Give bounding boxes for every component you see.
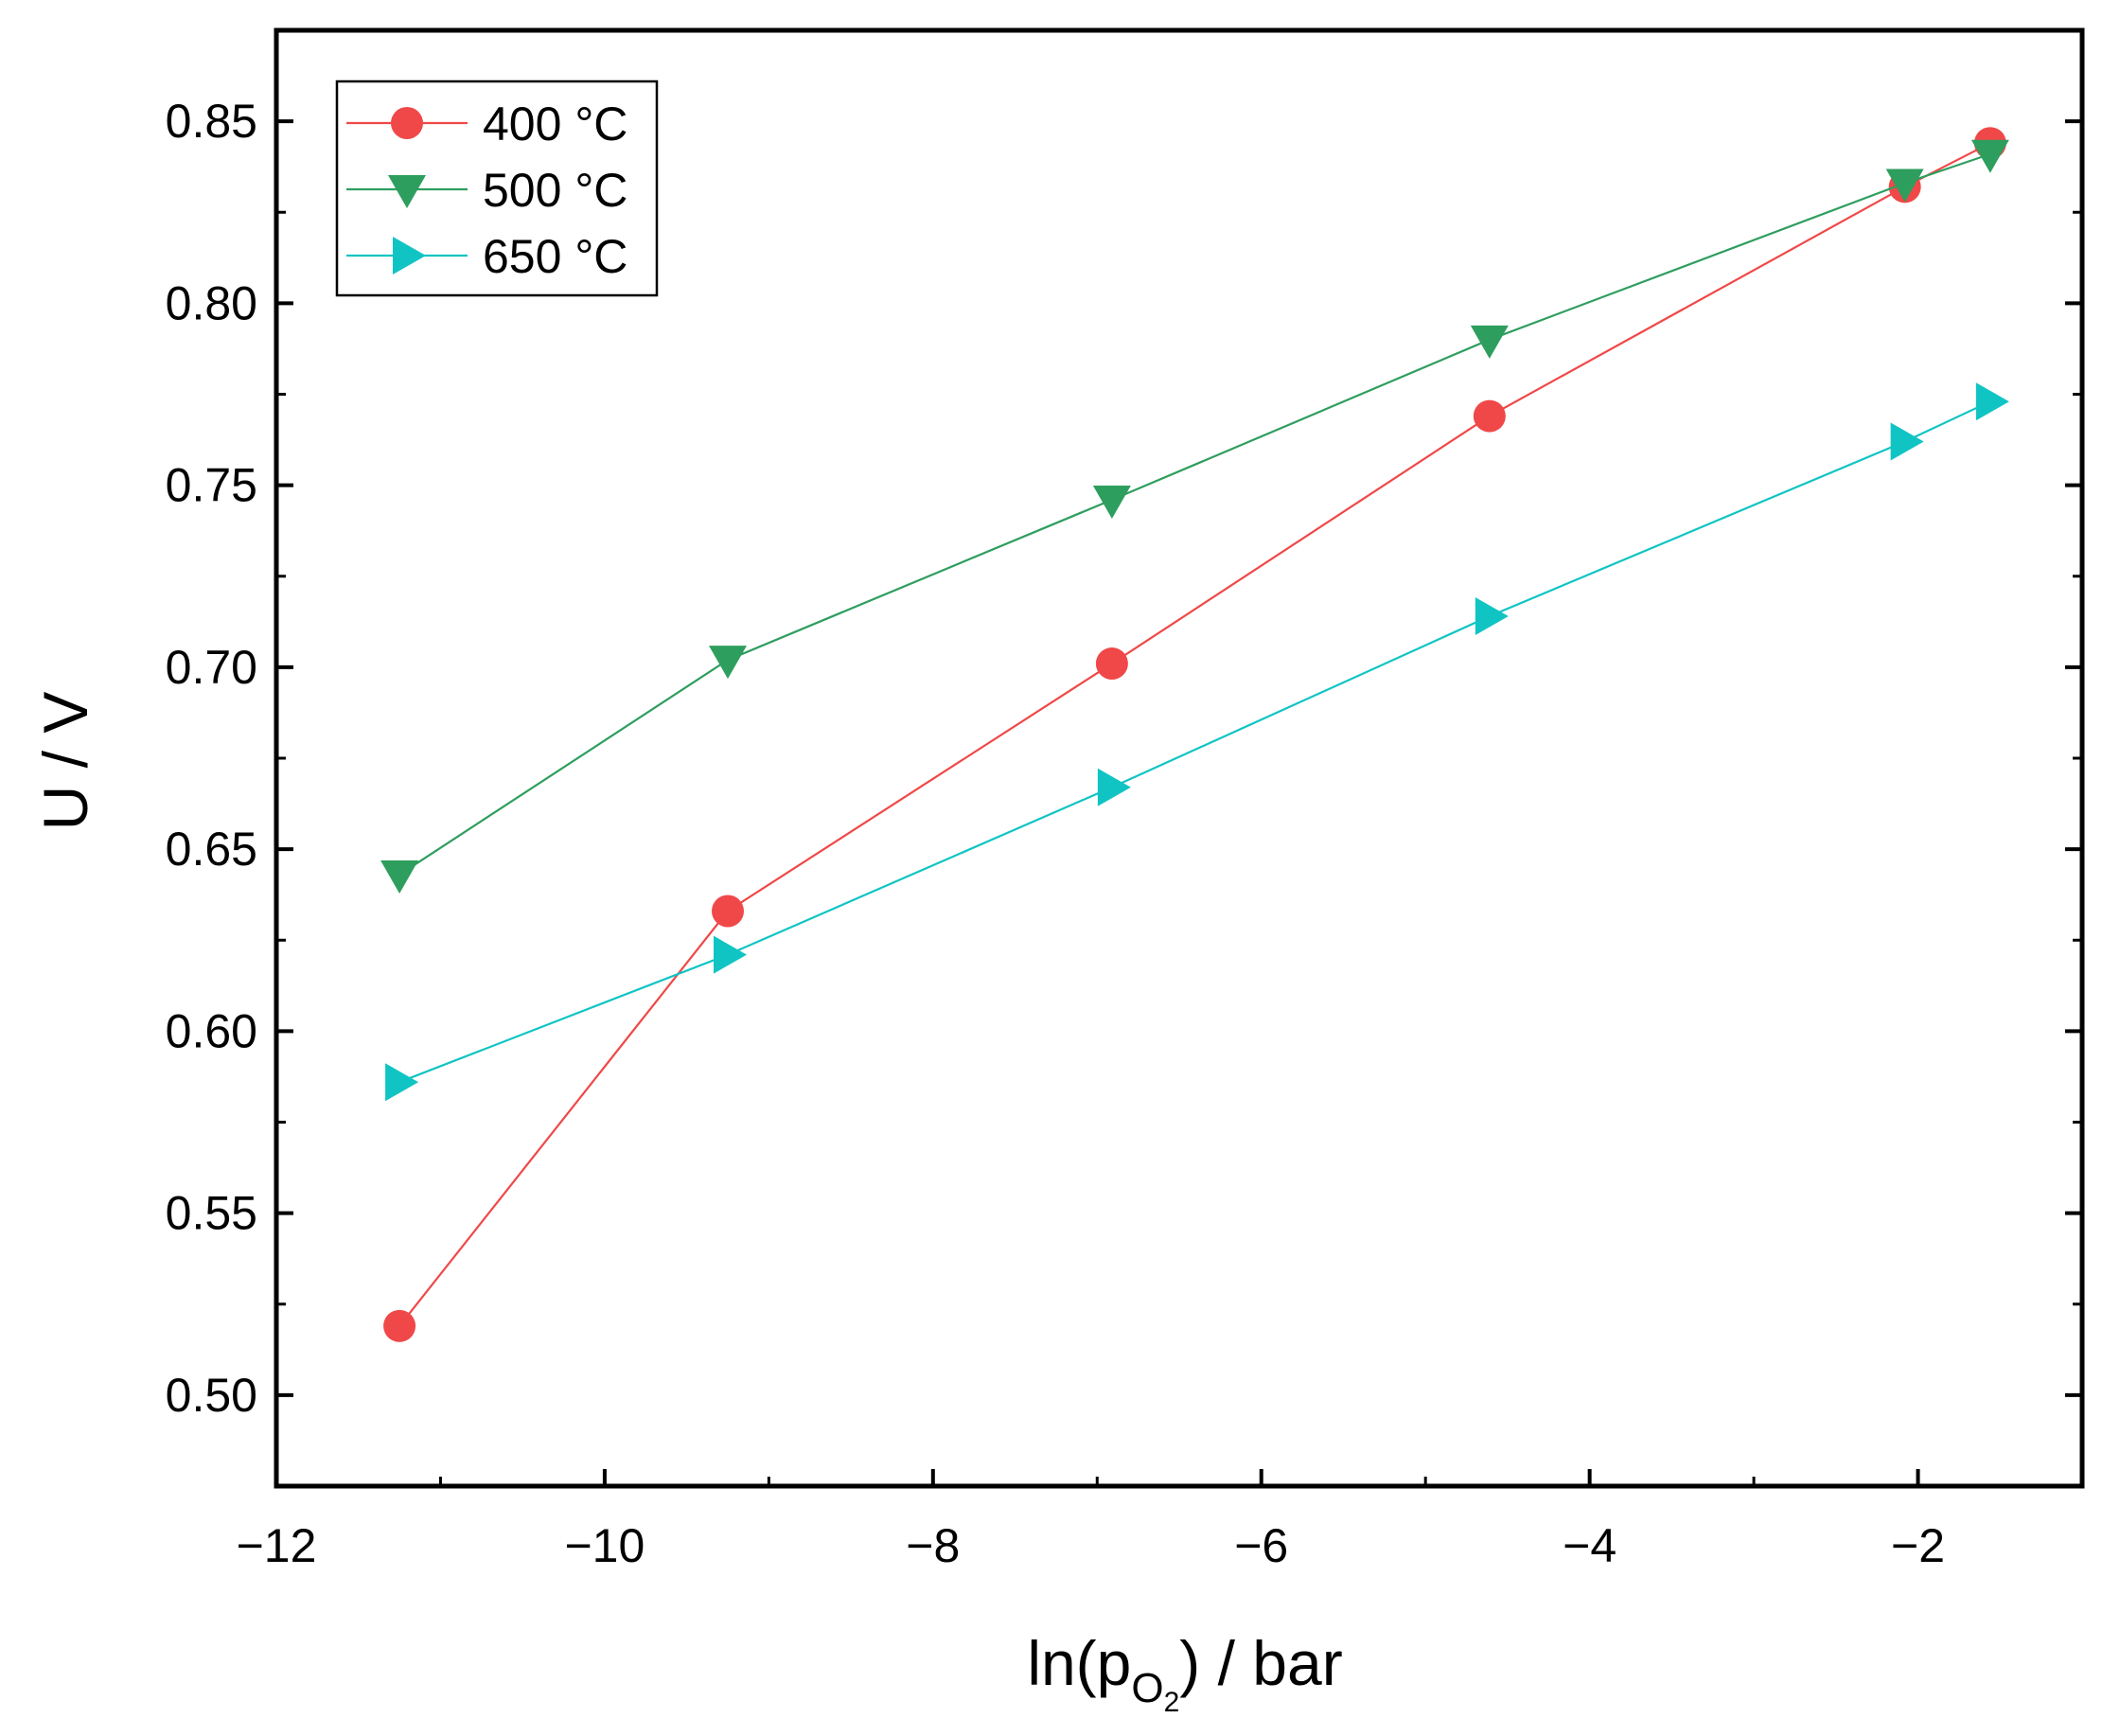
- series-layer: [380, 127, 2009, 1342]
- x-axis-title: ln(pO2) / bar: [1027, 1628, 1342, 1718]
- y-tick-label: 0.75: [166, 459, 257, 512]
- x-axis-title-sub: O: [1131, 1665, 1163, 1711]
- x-axis: −12 −10 −8 −6 −4 −2: [237, 1469, 1945, 1572]
- legend-marker: [393, 237, 426, 275]
- y-axis: 0.50 0.55 0.60 0.65 0.70 0.75 0.80 0.85: [166, 95, 2082, 1422]
- data-point: [1097, 768, 1131, 806]
- legend-entry: 400 °C: [346, 97, 627, 151]
- data-point: [383, 1309, 416, 1342]
- x-tick-label: −2: [1891, 1519, 1945, 1572]
- data-point: [1885, 168, 1924, 203]
- x-tick-label: −8: [906, 1519, 960, 1572]
- data-point: [712, 895, 744, 928]
- x-tick-label: −10: [564, 1519, 645, 1572]
- y-tick-label: 0.55: [166, 1187, 257, 1240]
- x-tick-label: −6: [1234, 1519, 1288, 1572]
- data-point: [380, 860, 419, 895]
- series-line: [398, 400, 1991, 1084]
- legend-entry: 650 °C: [346, 230, 627, 283]
- y-tick-label: 0.80: [166, 276, 257, 329]
- y-tick-label: 0.60: [166, 1004, 257, 1057]
- legend: 400 °C 500 °C 650 °C: [335, 80, 659, 297]
- data-point: [1890, 422, 1924, 461]
- series-line: [398, 152, 1991, 876]
- series-line: [398, 142, 1991, 1327]
- y-tick-label: 0.50: [166, 1369, 257, 1422]
- data-point: [1473, 399, 1506, 433]
- series-2: [380, 139, 2009, 895]
- data-point: [1975, 382, 2009, 421]
- legend-marker: [388, 175, 426, 208]
- data-point: [1095, 647, 1128, 681]
- data-point: [1970, 139, 2009, 173]
- x-axis-title-base: ln(p: [1027, 1628, 1131, 1698]
- data-point: [714, 935, 747, 974]
- x-tick-label: −12: [237, 1519, 317, 1572]
- legend-label: 500 °C: [483, 164, 627, 217]
- y-tick-label: 0.65: [166, 823, 257, 876]
- legend-entry: 500 °C: [346, 164, 627, 217]
- x-tick-label: −4: [1563, 1519, 1616, 1572]
- y-tick-label: 0.70: [166, 641, 257, 694]
- x-axis-title-subsub: 2: [1164, 1687, 1180, 1718]
- series-3: [385, 382, 2009, 1102]
- x-axis-title-tail: ) / bar: [1179, 1628, 1342, 1698]
- data-point: [709, 646, 747, 680]
- data-point: [385, 1063, 419, 1102]
- data-point: [1092, 486, 1131, 520]
- legend-label: 650 °C: [483, 230, 627, 283]
- data-point: [1470, 325, 1509, 359]
- y-axis-title: U / V: [30, 692, 100, 831]
- legend-label: 400 °C: [483, 97, 627, 151]
- legend-marker: [391, 107, 423, 139]
- series-1: [383, 127, 2006, 1342]
- data-point: [1475, 597, 1509, 636]
- y-tick-label: 0.85: [166, 95, 257, 148]
